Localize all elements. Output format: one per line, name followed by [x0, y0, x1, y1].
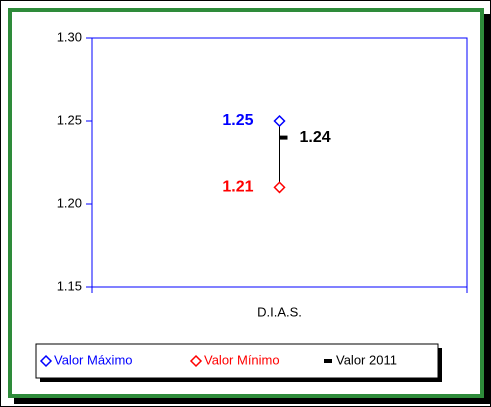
legend-label: Valor Mínimo	[204, 352, 280, 367]
marker	[279, 135, 288, 140]
legend-label: Valor Máximo	[54, 352, 133, 367]
y-tick-label: 1.15	[57, 278, 82, 293]
marker	[273, 181, 286, 194]
legend-marker	[324, 359, 332, 363]
y-tick-label: 1.30	[57, 29, 82, 44]
y-tick-label: 1.25	[57, 112, 82, 127]
plot-area	[91, 37, 468, 288]
y-tick-label: 1.20	[57, 195, 82, 210]
frame	[8, 8, 484, 398]
data-label: 1.25	[222, 112, 253, 129]
legend-label: Valor 2011	[336, 352, 397, 367]
marker	[273, 114, 286, 128]
x-tick-label: D.I.A.S.	[257, 304, 302, 319]
data-label: 1.24	[300, 129, 331, 146]
legend-marker	[39, 354, 53, 368]
data-label: 1.21	[222, 179, 253, 196]
legend-marker	[189, 354, 203, 368]
legend-box	[35, 343, 439, 379]
